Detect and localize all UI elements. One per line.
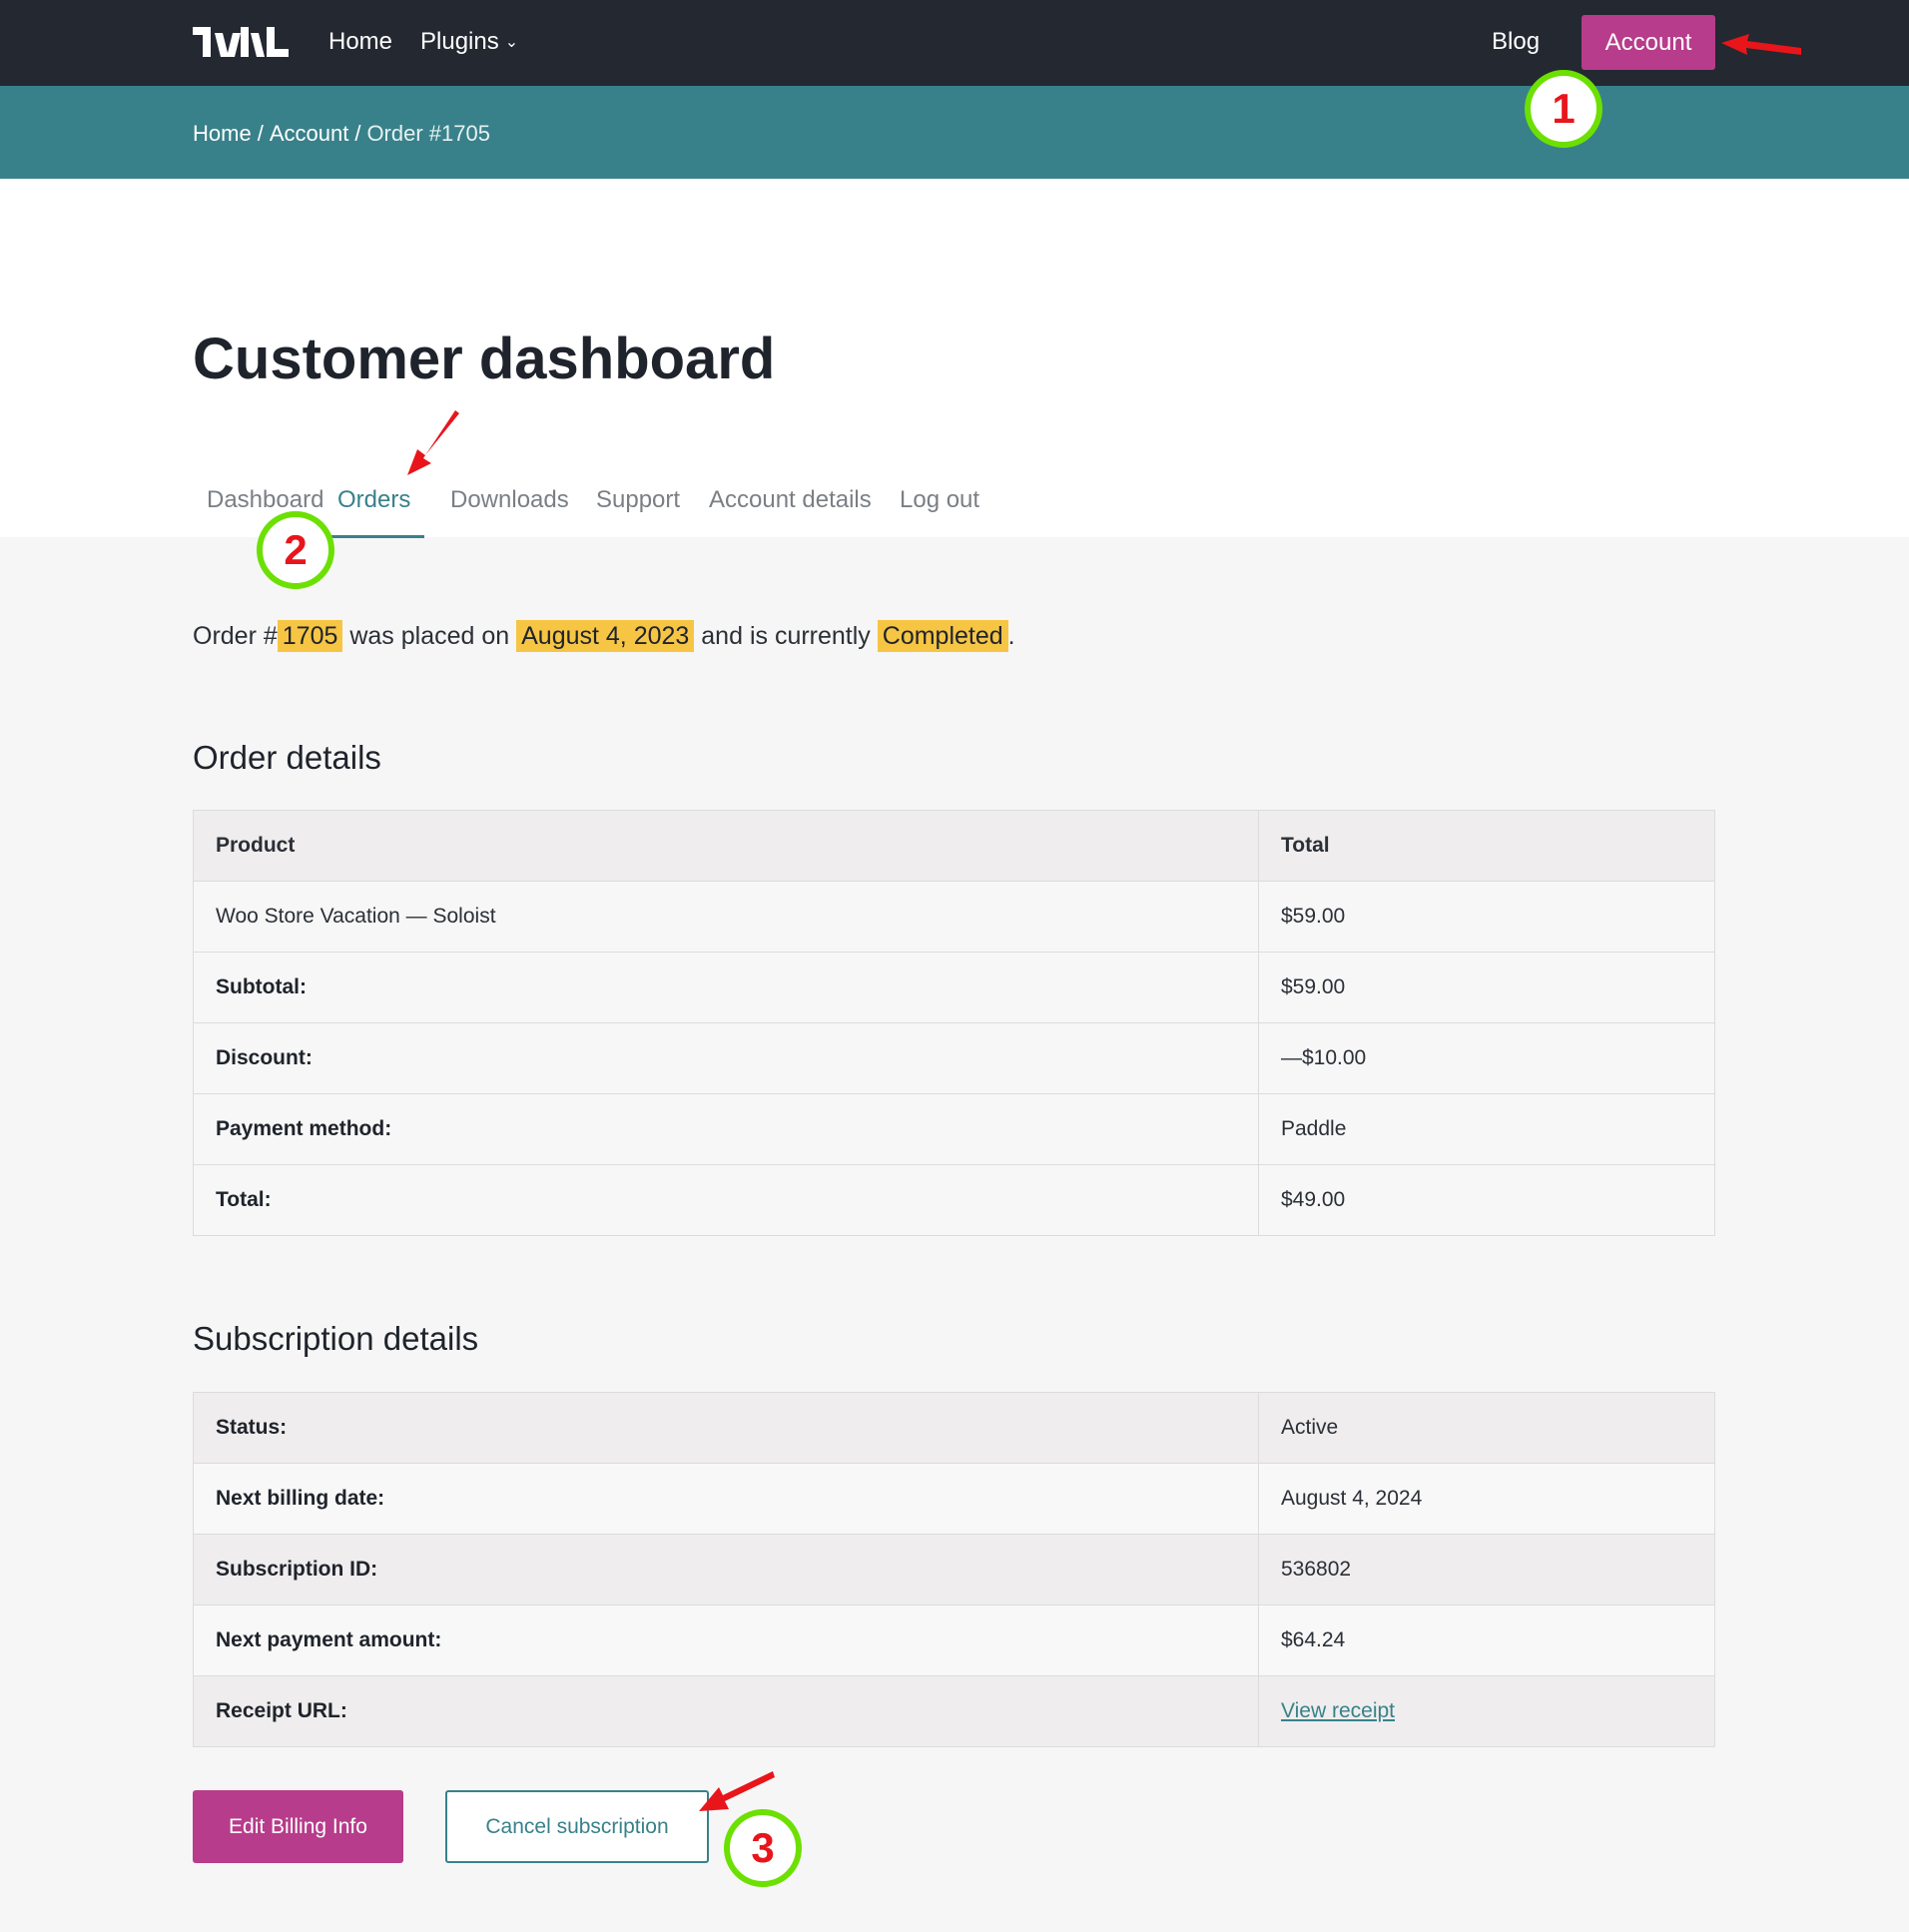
next-billing-value: August 4, 2024 xyxy=(1258,1463,1715,1535)
summary-text: and is currently xyxy=(701,622,871,650)
step-3-badge: 3 xyxy=(724,1809,802,1887)
tab-account-details[interactable]: Account details xyxy=(709,486,872,513)
subscription-id-label: Subscription ID: xyxy=(193,1534,1259,1606)
table-row: Subtotal: $59.00 xyxy=(193,952,1715,1023)
receipt-url-label: Receipt URL: xyxy=(193,1675,1259,1747)
subscription-id-value: 536802 xyxy=(1258,1534,1715,1606)
order-summary: Order #1705 was placed on August 4, 2023… xyxy=(193,615,1015,657)
table-row: Woo Store Vacation — Soloist $59.00 xyxy=(193,881,1715,953)
summary-text: was placed on xyxy=(349,622,510,650)
site-logo[interactable] xyxy=(193,25,289,59)
subtotal-value: $59.00 xyxy=(1258,952,1715,1023)
header-total: Total xyxy=(1258,810,1715,882)
top-navbar: Home Plugins ⌄ Blog Account xyxy=(0,0,1909,86)
tab-support[interactable]: Support xyxy=(596,486,681,513)
dashboard-header xyxy=(0,179,1909,537)
table-row: Product Total xyxy=(193,810,1715,882)
chevron-down-icon: ⌄ xyxy=(504,33,519,51)
nav-home-link[interactable]: Home xyxy=(328,28,393,55)
arrow-to-cancel-icon xyxy=(699,1771,775,1811)
summary-end: . xyxy=(1007,622,1015,650)
next-payment-label: Next payment amount: xyxy=(193,1605,1259,1676)
subscription-details-title: Subscription details xyxy=(193,1320,479,1357)
breadcrumb-home-link[interactable]: Home xyxy=(193,121,252,146)
order-date-highlight: August 4, 2023 xyxy=(516,620,695,652)
breadcrumb-separator: / xyxy=(354,121,361,146)
cancel-subscription-button[interactable]: Cancel subscription xyxy=(445,1790,709,1863)
receipt-url-cell: View receipt xyxy=(1258,1675,1715,1747)
tab-log-out[interactable]: Log out xyxy=(900,486,980,513)
nav-plugins-label: Plugins xyxy=(420,28,499,55)
table-row: Status: Active xyxy=(193,1392,1715,1464)
step-2-badge: 2 xyxy=(257,511,334,589)
breadcrumb-account-link[interactable]: Account xyxy=(269,121,349,146)
table-row: Next payment amount: $64.24 xyxy=(193,1605,1715,1676)
step-1-badge: 1 xyxy=(1525,70,1602,148)
table-row: Next billing date: August 4, 2024 xyxy=(193,1463,1715,1535)
status-label: Status: xyxy=(193,1392,1259,1464)
arrow-to-orders-icon xyxy=(407,410,459,475)
payment-method-value: Paddle xyxy=(1258,1093,1715,1165)
tab-orders[interactable]: Orders xyxy=(323,481,425,538)
next-billing-label: Next billing date: xyxy=(193,1463,1259,1535)
order-status-highlight: Completed xyxy=(877,620,1008,652)
table-row: Payment method: Paddle xyxy=(193,1093,1715,1165)
subscription-details-table: Status: Active Next billing date: August… xyxy=(193,1392,1715,1747)
order-number-highlight: 1705 xyxy=(277,620,343,652)
account-button[interactable]: Account xyxy=(1582,15,1715,70)
total-value: $49.00 xyxy=(1258,1164,1715,1236)
next-payment-value: $64.24 xyxy=(1258,1605,1715,1676)
table-row: Discount: —$10.00 xyxy=(193,1022,1715,1094)
order-details-table: Product Total Woo Store Vacation — Soloi… xyxy=(193,810,1715,1236)
edit-billing-info-button[interactable]: Edit Billing Info xyxy=(193,1790,403,1863)
order-details-title: Order details xyxy=(193,739,381,776)
product-total: $59.00 xyxy=(1258,881,1715,953)
table-row: Receipt URL: View receipt xyxy=(193,1675,1715,1747)
breadcrumb-separator: / xyxy=(257,121,264,146)
discount-label: Discount: xyxy=(193,1022,1259,1094)
tab-dashboard[interactable]: Dashboard xyxy=(207,486,324,513)
total-label: Total: xyxy=(193,1164,1259,1236)
page-title: Customer dashboard xyxy=(193,326,776,391)
view-receipt-link[interactable]: View receipt xyxy=(1281,1699,1396,1722)
status-value: Active xyxy=(1258,1392,1715,1464)
tab-downloads[interactable]: Downloads xyxy=(450,486,569,513)
payment-method-label: Payment method: xyxy=(193,1093,1259,1165)
table-row: Total: $49.00 xyxy=(193,1164,1715,1236)
summary-prefix: Order # xyxy=(193,622,278,650)
discount-value: —$10.00 xyxy=(1258,1022,1715,1094)
product-name: Woo Store Vacation — Soloist xyxy=(193,881,1259,953)
breadcrumb: Home / Account / Order #1705 xyxy=(193,119,490,149)
nav-plugins-menu[interactable]: Plugins ⌄ xyxy=(420,26,518,59)
arrow-to-account-icon xyxy=(1721,34,1801,55)
header-product: Product xyxy=(193,810,1259,882)
breadcrumb-current: Order #1705 xyxy=(366,121,490,146)
table-row: Subscription ID: 536802 xyxy=(193,1534,1715,1606)
breadcrumb-bar: Home / Account / Order #1705 xyxy=(0,86,1909,179)
subtotal-label: Subtotal: xyxy=(193,952,1259,1023)
nav-blog-link[interactable]: Blog xyxy=(1492,28,1541,55)
